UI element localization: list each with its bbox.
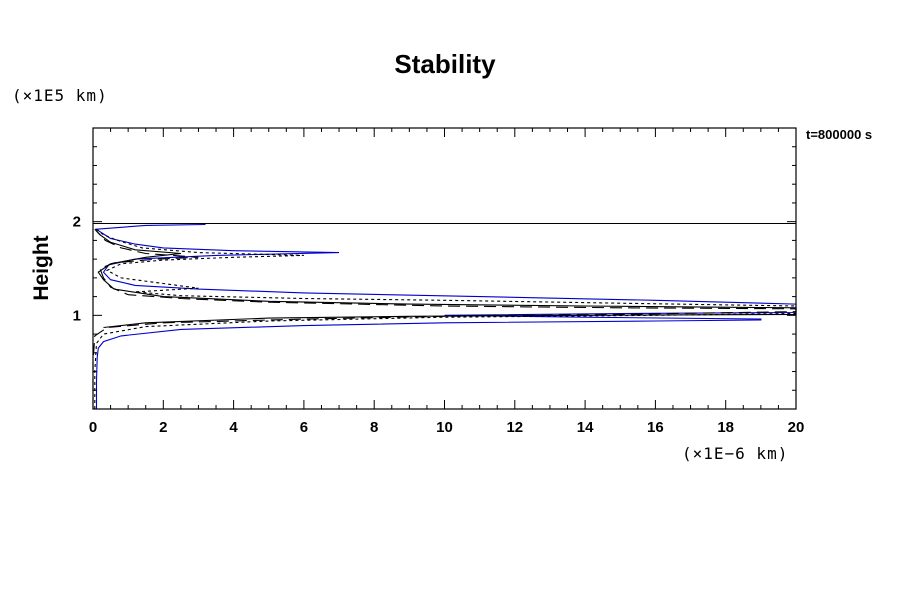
series-line-3 [94, 227, 797, 409]
x-tick-label: 0 [89, 419, 97, 436]
x-tick-label: 16 [647, 419, 664, 436]
x-tick-label: 14 [577, 419, 594, 436]
chart-title: Stability [394, 49, 496, 79]
x-tick-label: 20 [788, 419, 805, 436]
y-axis-label: Height [30, 235, 53, 300]
series-line-4 [92, 230, 797, 409]
x-tick-label: 6 [300, 419, 308, 436]
x-tick-label: 8 [370, 419, 378, 436]
x-tick-label: 2 [159, 419, 167, 436]
y-tick-label: 1 [73, 307, 81, 324]
series-line-5 [94, 228, 797, 329]
series-line-1 [94, 223, 797, 409]
x-tick-label: 10 [436, 419, 453, 436]
ticks-layer [92, 127, 797, 410]
time-annotation: t=800000 s [806, 127, 872, 142]
x-tick-label: 18 [717, 419, 734, 436]
x-scale-label: (×1E−6 km) [682, 444, 788, 463]
series-layer [92, 222, 797, 409]
x-tick-label: 12 [506, 419, 523, 436]
x-tick-label: 4 [229, 419, 238, 436]
plot-frame [92, 127, 797, 410]
y-scale-label: (×1E5 km) [12, 86, 108, 105]
y-tick-label: 2 [73, 214, 81, 231]
